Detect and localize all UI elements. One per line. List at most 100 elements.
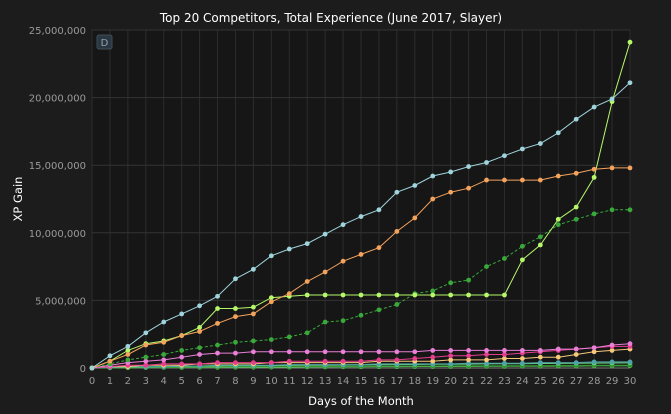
data-point[interactable] (286, 349, 292, 355)
data-point[interactable] (233, 350, 238, 356)
data-point[interactable] (502, 356, 507, 361)
data-point[interactable] (251, 360, 256, 365)
data-point[interactable] (322, 319, 328, 325)
data-point[interactable] (179, 354, 185, 360)
data-point[interactable] (555, 173, 561, 179)
data-point[interactable] (197, 329, 203, 334)
data-point[interactable] (430, 358, 436, 364)
data-point[interactable] (233, 276, 238, 282)
data-point[interactable] (179, 348, 185, 353)
data-point[interactable] (215, 360, 220, 365)
data-point[interactable] (107, 353, 113, 359)
data-point[interactable] (107, 358, 113, 364)
data-point[interactable] (537, 177, 543, 183)
data-point[interactable] (609, 165, 615, 171)
data-point[interactable] (573, 216, 579, 222)
data-point[interactable] (555, 216, 561, 222)
data-point[interactable] (430, 292, 436, 298)
data-point[interactable] (143, 330, 149, 336)
data-point[interactable] (304, 349, 310, 355)
data-point[interactable] (304, 330, 310, 336)
data-point[interactable] (466, 185, 471, 191)
data-point[interactable] (143, 342, 149, 348)
data-point[interactable] (573, 346, 579, 352)
data-point[interactable] (448, 357, 454, 363)
data-point[interactable] (627, 39, 633, 45)
data-point[interactable] (143, 362, 149, 368)
data-point[interactable] (627, 359, 633, 365)
data-point[interactable] (376, 307, 382, 313)
data-point[interactable] (537, 141, 543, 146)
data-point[interactable] (412, 215, 418, 221)
data-point[interactable] (555, 346, 561, 352)
data-point[interactable] (591, 345, 597, 351)
data-point[interactable] (448, 189, 454, 195)
data-point[interactable] (233, 314, 238, 320)
data-point[interactable] (484, 360, 489, 366)
data-point[interactable] (412, 292, 418, 298)
data-point[interactable] (502, 292, 507, 298)
data-point[interactable] (233, 360, 238, 365)
data-point[interactable] (161, 339, 167, 345)
data-point[interactable] (394, 302, 400, 307)
data-point[interactable] (143, 358, 149, 364)
data-point[interactable] (537, 354, 543, 360)
data-point[interactable] (215, 293, 220, 299)
data-point[interactable] (197, 325, 203, 330)
data-point[interactable] (161, 319, 167, 325)
data-point[interactable] (520, 360, 525, 366)
data-point[interactable] (484, 348, 489, 353)
data-point[interactable] (466, 164, 471, 169)
data-point[interactable] (609, 342, 615, 348)
data-point[interactable] (520, 243, 525, 249)
data-point[interactable] (537, 348, 543, 353)
data-point[interactable] (358, 349, 364, 355)
data-point[interactable] (466, 348, 471, 353)
data-point[interactable] (268, 253, 274, 259)
data-point[interactable] (215, 306, 220, 311)
data-point[interactable] (197, 352, 203, 357)
data-point[interactable] (376, 207, 382, 213)
data-point[interactable] (286, 334, 292, 340)
data-point[interactable] (627, 165, 633, 171)
data-point[interactable] (358, 292, 364, 298)
data-point[interactable] (466, 357, 471, 363)
data-point[interactable] (304, 292, 310, 298)
data-point[interactable] (179, 311, 185, 317)
data-point[interactable] (286, 291, 292, 297)
data-point[interactable] (448, 280, 454, 286)
data-point[interactable] (520, 146, 525, 152)
data-point[interactable] (484, 352, 489, 357)
data-point[interactable] (125, 357, 131, 363)
data-point[interactable] (555, 360, 561, 365)
data-point[interactable] (376, 357, 382, 363)
data-point[interactable] (322, 269, 328, 275)
data-point[interactable] (268, 360, 274, 365)
data-point[interactable] (609, 207, 615, 213)
data-point[interactable] (520, 177, 525, 183)
data-point[interactable] (502, 153, 507, 159)
data-point[interactable] (466, 353, 471, 359)
data-point[interactable] (591, 349, 597, 355)
data-point[interactable] (412, 183, 418, 188)
data-point[interactable] (179, 361, 185, 367)
data-point[interactable] (340, 222, 346, 228)
data-point[interactable] (376, 245, 382, 251)
data-point[interactable] (573, 352, 579, 357)
data-point[interactable] (627, 80, 633, 86)
data-point[interactable] (412, 356, 418, 361)
data-point[interactable] (376, 292, 382, 298)
data-point[interactable] (448, 348, 454, 353)
data-point[interactable] (591, 174, 597, 180)
data-point[interactable] (448, 292, 454, 298)
data-point[interactable] (430, 288, 436, 294)
data-point[interactable] (286, 358, 292, 364)
data-point[interactable] (322, 349, 328, 355)
data-point[interactable] (555, 354, 561, 360)
data-point[interactable] (502, 256, 507, 261)
data-point[interactable] (573, 116, 579, 122)
data-point[interactable] (89, 365, 95, 371)
data-point[interactable] (376, 349, 382, 355)
data-point[interactable] (627, 207, 633, 213)
data-point[interactable] (251, 338, 256, 344)
